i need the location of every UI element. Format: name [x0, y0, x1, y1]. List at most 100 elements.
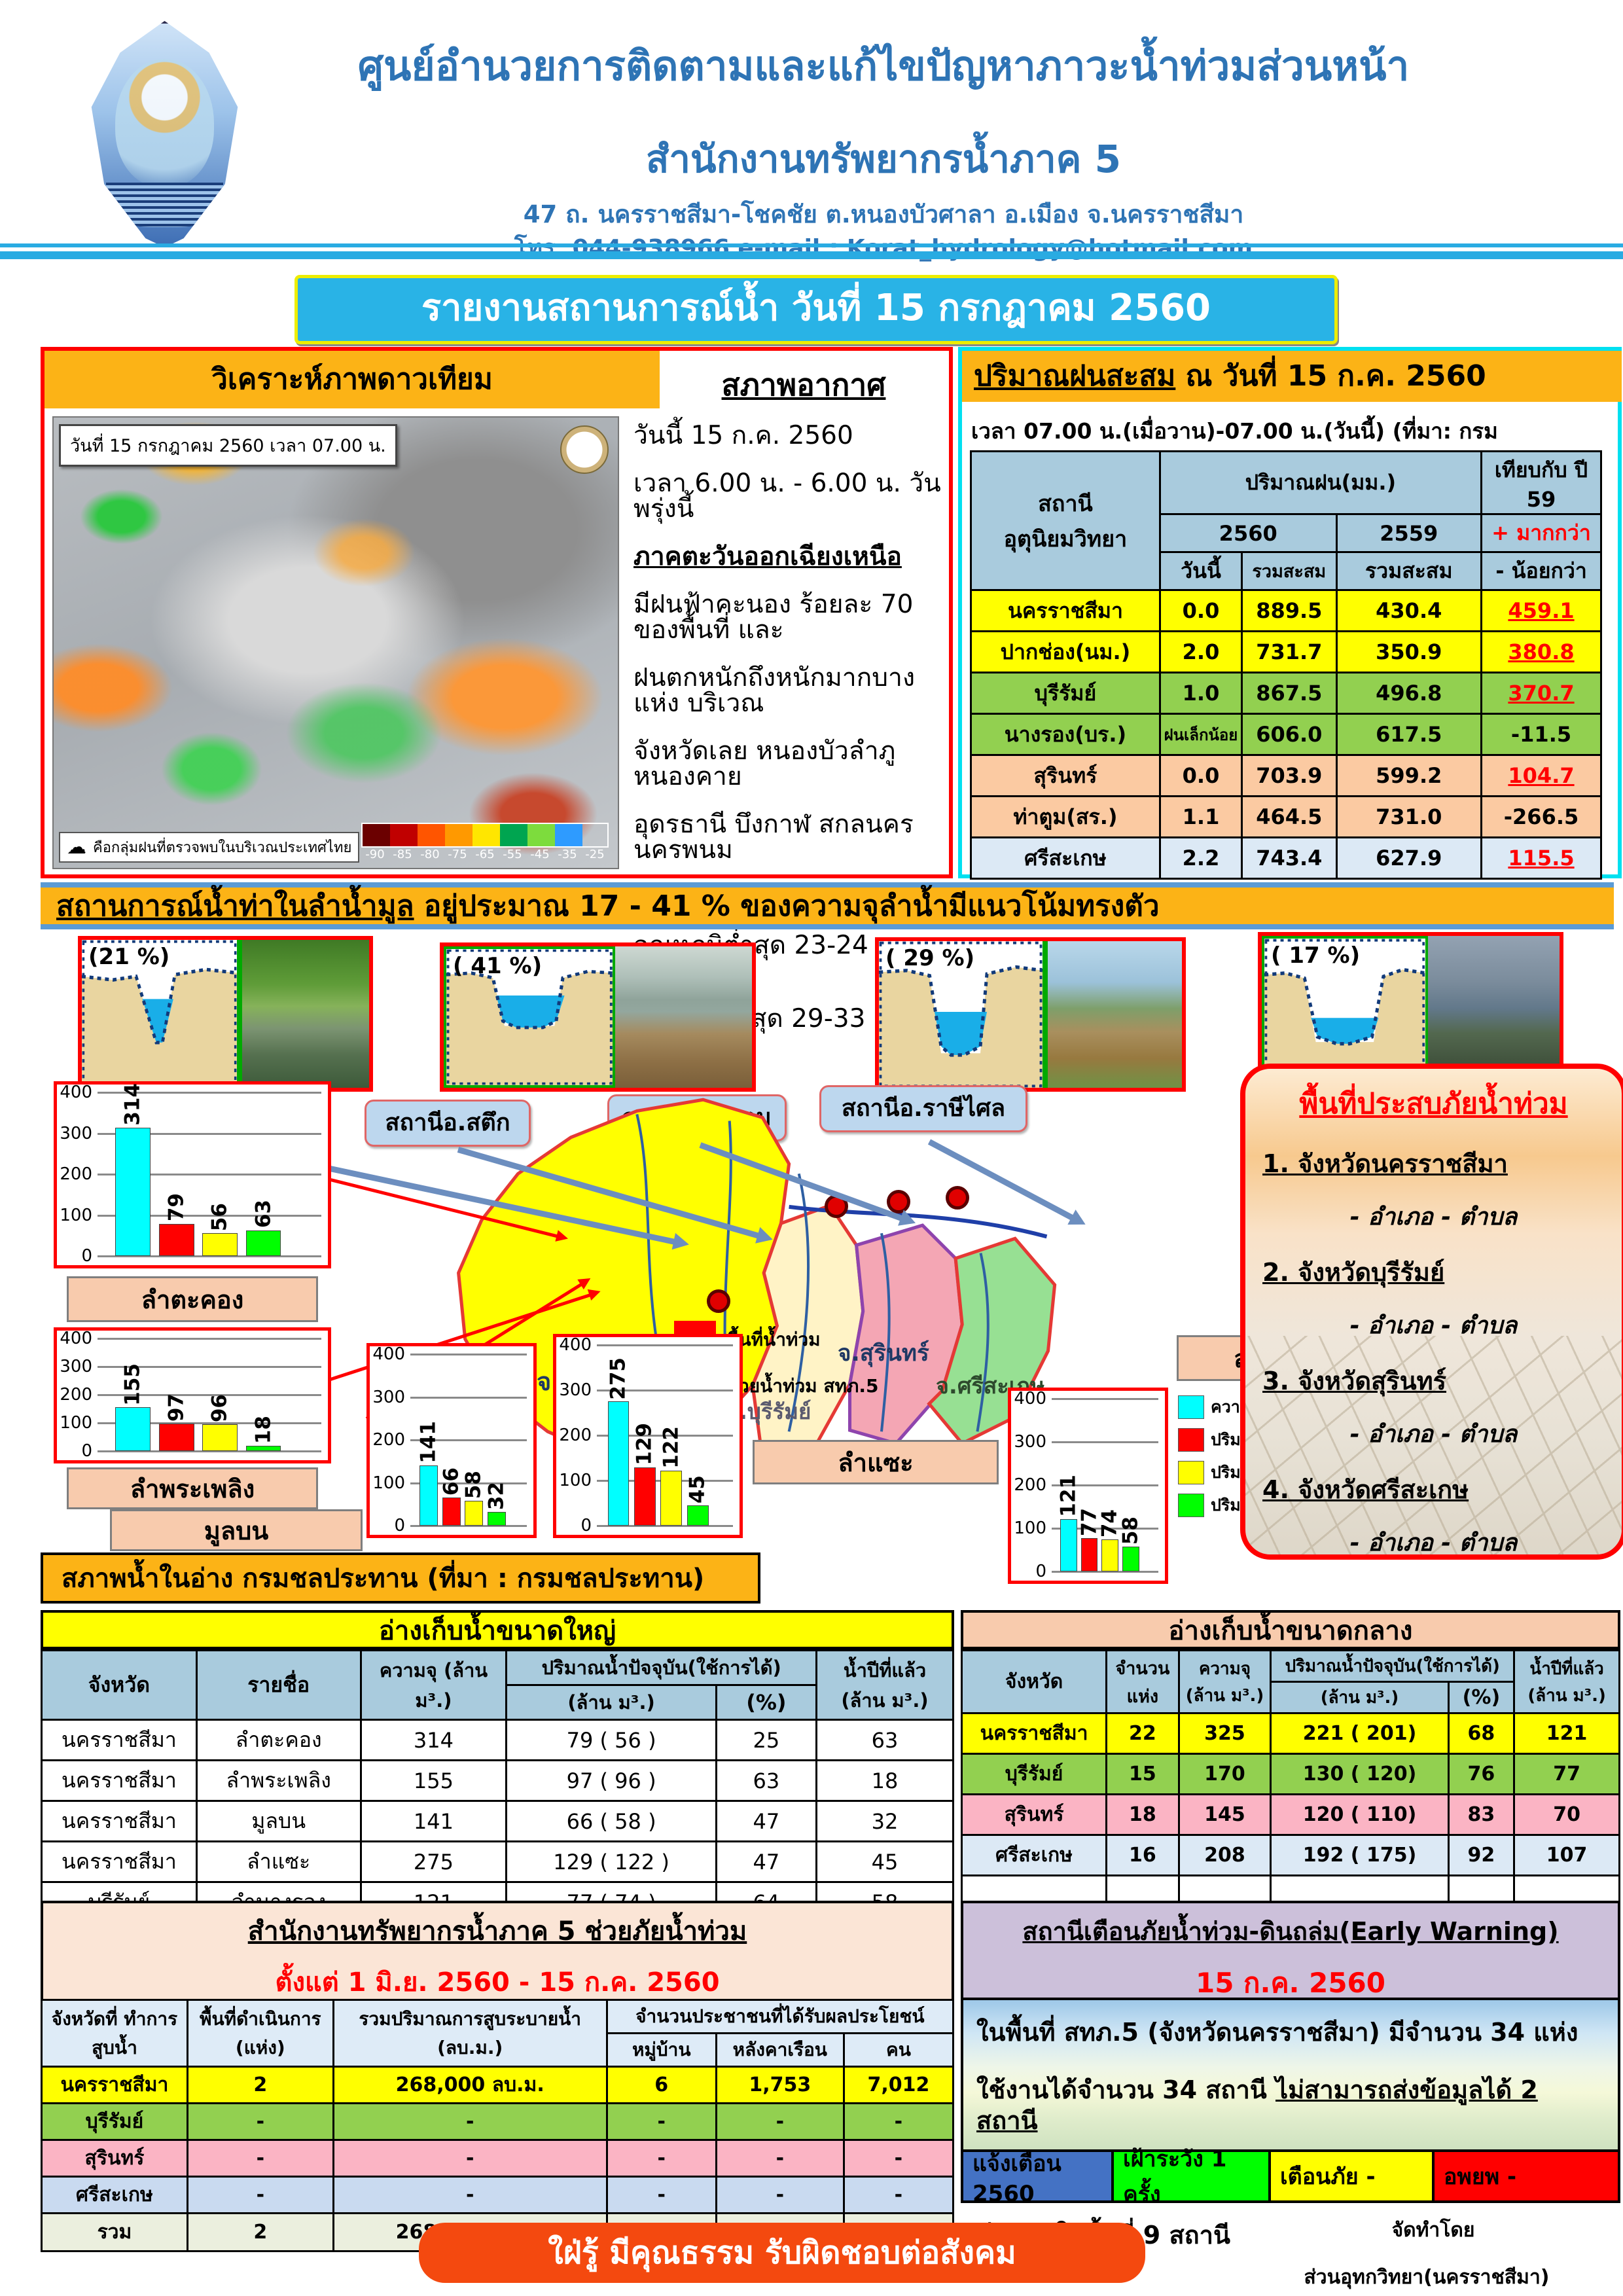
cell: -	[715, 2176, 845, 2214]
scale-segment	[555, 824, 582, 846]
cell-name: สุรินทร์	[970, 754, 1161, 797]
gridline	[1052, 1484, 1158, 1486]
gridline	[98, 1366, 321, 1368]
tick-label: 100	[60, 1205, 92, 1225]
chart-plot: 275 129 122 45	[597, 1344, 733, 1527]
col-capacity: ความจุ (ล้าน ม³.)	[1177, 1649, 1272, 1714]
tick-label: 400	[372, 1344, 405, 1364]
col-areas: พื้นที่ดำเนินการ (แห่ง)	[186, 1999, 334, 2068]
reservoir-row: สุรินทร์ 18 145 120 ( 110) 83 70	[960, 1793, 1620, 1836]
bar-value: 122	[659, 1426, 683, 1469]
tick-label: 100	[60, 1413, 92, 1433]
cell: 18	[1105, 1793, 1180, 1836]
col-volume: รวมปริมาณการสูบระบายน้ำ (ลบ.ม.)	[332, 1999, 608, 2068]
footer-prepared-unit: ส่วนอุทกวิทยา(นครราชสีมา)	[1304, 2266, 1550, 2289]
province-shape-surin	[847, 1223, 964, 1446]
cell: 314	[359, 1719, 508, 1761]
reservoir-row: นครราชสีมา ลำพระเพลิง 155 97 ( 96 ) 63 18	[41, 1759, 954, 1802]
col-more: + มากกว่า	[1480, 513, 1602, 553]
pumping-table: จังหวัดที่ ทำการสูบน้ำ พื้นที่ดำเนินการ …	[41, 1999, 955, 2252]
bar-series-2: 56	[202, 1203, 238, 1256]
cell: นครราชสีมา	[41, 1800, 198, 1842]
pumping-row: นครราชสีมา 2 268,000 ลบ.ม. 6 1,753 7,012	[41, 2066, 955, 2104]
cell-accum: 867.5	[1241, 672, 1338, 715]
cell-accum: 606.0	[1241, 713, 1338, 756]
cell: 16	[1105, 1834, 1180, 1876]
cell: 7,012	[842, 2066, 955, 2104]
chart-lamphraphloeng: 0 100 200 300 400 155 97 96 18	[54, 1327, 331, 1463]
cell: -	[605, 2139, 717, 2178]
flood-province: 2. จังหวัดบุรีรัมย์	[1262, 1258, 1445, 1287]
col-less: - น้อยกว่า	[1480, 551, 1602, 591]
situation-banner: สถานการณ์น้ำท่าในลำน้ำมูล อยู่ประมาณ 17 …	[41, 882, 1614, 929]
cell: นครราชสีมา	[41, 2066, 188, 2104]
header-divider2	[0, 251, 1623, 259]
bar-value: 141	[416, 1420, 440, 1463]
cell-name: นางรอง(บร.)	[970, 713, 1161, 756]
situation-rest: อยู่ประมาณ 17 - 41 % ของความจุลำน้ำมีแนว…	[414, 889, 1160, 923]
cell: 192 ( 175)	[1270, 1834, 1450, 1876]
bar-value: 97	[164, 1393, 188, 1422]
bar-series-2: 96	[202, 1394, 238, 1451]
bar-series-3: 32	[484, 1482, 508, 1526]
cell: 97 ( 96 )	[505, 1759, 717, 1802]
cell: 47	[715, 1800, 818, 1842]
cell: 275	[359, 1840, 508, 1883]
cell: 68	[1447, 1712, 1516, 1755]
cell-diff: 370.7	[1480, 672, 1602, 715]
warning-date: 15 ก.ค. 2560	[1195, 1967, 1386, 1999]
cell: นครราชสีมา	[41, 1840, 198, 1883]
scale-label: -80	[420, 848, 440, 861]
cross-section-bansom: (21 %)	[81, 940, 240, 1088]
warning-line2: ใช้งานได้จำนวน 34 สถานี ไม่สามารถส่งข้อม…	[976, 2075, 1538, 2136]
rainfall-row: บุรีรัมย์ 1.0 867.5 496.8 370.7	[970, 672, 1602, 715]
cell: -	[842, 2139, 955, 2178]
cell: 208	[1177, 1834, 1272, 1876]
scale-segment	[500, 824, 527, 846]
cell: มูลบน	[195, 1800, 362, 1842]
gridline	[98, 1214, 321, 1217]
alert-cell-3: อพยพ -	[1435, 2152, 1618, 2200]
flood-items: 1. จังหวัดนครราชสีมา - อำเภอ - ตำบล 2. จัง…	[1262, 1143, 1605, 1554]
bar-value: 314	[120, 1083, 145, 1126]
col-today: วันนี้	[1158, 551, 1243, 591]
cell-name: นครราชสีมา	[970, 589, 1161, 632]
chart-label-lamsae: ลำแซะ	[753, 1440, 999, 1484]
weather-line: เวลา 6.00 น. - 6.00 น. วันพรุ่งนี้	[633, 469, 941, 524]
warning-line1: ในพื้นที่ สทภ.5 (จังหวัดนครราชสีมา) มีจำ…	[976, 2018, 1578, 2047]
scale-segment	[363, 824, 390, 846]
station-photo-rasisalai	[1427, 936, 1560, 1088]
rainfall-title: ปริมาณฝนสะสม ณ วันที่ 15 ก.ค. 2560	[962, 351, 1622, 402]
tick-label: 200	[1014, 1475, 1046, 1495]
col-percent: (%)	[1447, 1681, 1516, 1714]
col-people-group: จำนวนประชาชนที่ได้รับผลประโยชน์	[605, 1999, 955, 2034]
bar-series-1: 66	[439, 1467, 463, 1526]
rainfall-title-head: ปริมาณฝนสะสม	[974, 359, 1176, 393]
weather-panel: วิเคราะห์ภาพดาวเทียม สภาพอากาศ วันที่ 15…	[41, 347, 953, 1057]
bar-series-0: 314	[115, 1083, 151, 1256]
satellite-caption: วันที่ 15 กรกฎาคม 2560 เวลา 07.00 น.	[59, 424, 397, 467]
chart-munbon: 0 100 200 300 400 141 66 58 32	[366, 1343, 537, 1538]
fill-percent: ( 29 %)	[885, 945, 975, 971]
medium-reservoir-title: อ่างเก็บน้ำขนาดกลาง	[961, 1610, 1620, 1649]
scale-segment	[527, 824, 555, 846]
tick-label: 0	[1035, 1562, 1046, 1581]
cell-accum59: 430.4	[1335, 589, 1483, 632]
rainfall-row: ปากช่อง(นม.) 2.0 731.7 350.9 380.8	[970, 630, 1602, 673]
cell-accum59: 496.8	[1335, 672, 1483, 715]
cell: 79 ( 56 )	[505, 1719, 717, 1761]
bar-series-0: 155	[115, 1363, 151, 1451]
cell: 47	[715, 1840, 818, 1883]
cell: 120 ( 110)	[1270, 1793, 1450, 1836]
reservoir-row: นครราชสีมา มูลบน 141 66 ( 58 ) 47 32	[41, 1800, 954, 1842]
cell-today: 0.0	[1158, 589, 1243, 632]
cell: -	[332, 2102, 608, 2141]
scale-label: -75	[448, 848, 467, 861]
chart-bars: 155 97 96 18	[115, 1338, 281, 1451]
cell: -	[715, 2102, 845, 2141]
cell: 221 ( 201)	[1270, 1712, 1450, 1755]
cell: 2	[186, 2066, 334, 2104]
cell-accum59: 599.2	[1335, 754, 1483, 797]
cell-diff: 459.1	[1480, 589, 1602, 632]
gridline	[1052, 1398, 1158, 1400]
